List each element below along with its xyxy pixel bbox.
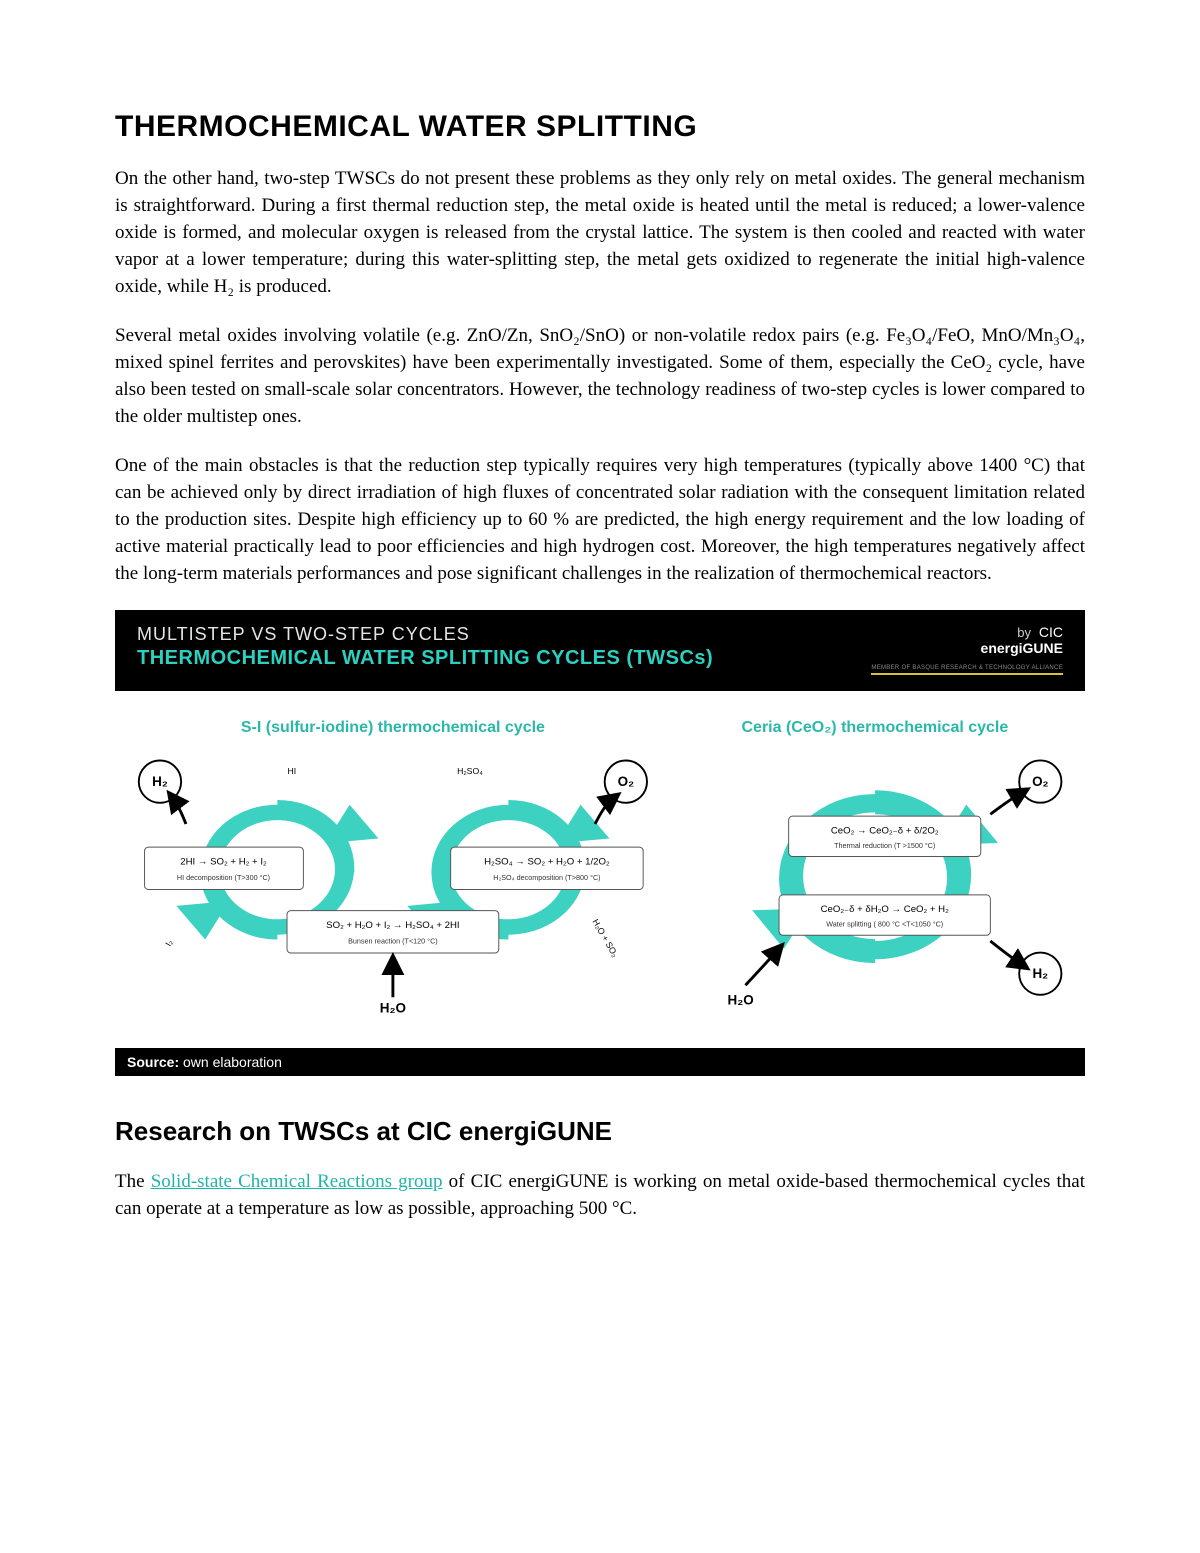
label-h2o-so2: H₂O + SO₂: [590, 917, 620, 958]
bunsen-cond: Bunsen reaction (T<120 °C): [348, 936, 438, 945]
label-i2: I₂: [163, 937, 175, 947]
h2so4-decomp-eq: H₂SO₄ → SO₂ + H₂O + 1/2O₂: [484, 856, 610, 867]
o2-output-label: O₂: [1032, 774, 1048, 789]
arrow-icon: [595, 799, 612, 824]
h2so4-decomp-cond: H₂SO₄ decomposition (T>800 °C): [493, 872, 600, 881]
h2-output-label: H₂: [1032, 966, 1048, 981]
thermal-red-eq: CeO₂ → CeO₂₋δ + δ/2O₂: [831, 825, 939, 836]
banner-line1: MULTISTEP VS TWO-STEP CYCLES: [137, 624, 713, 645]
paragraph-1: On the other hand, two-step TWSCs do not…: [115, 166, 1085, 301]
arrow-icon: [173, 799, 186, 824]
hi-decomposition-box: [145, 847, 304, 889]
brand-energigune: energiGUNE: [981, 640, 1063, 656]
brand-cic: CIC: [1039, 624, 1063, 640]
page-title: THERMOCHEMICAL WATER SPLITTING: [115, 110, 1085, 144]
hi-decomp-cond: HI decomposition (T>300 °C): [177, 872, 270, 881]
section-title-research: Research on TWSCs at CIC energiGUNE: [115, 1116, 1085, 1147]
thermal-red-cond: Thermal reduction (T >1500 °C): [834, 840, 935, 849]
paragraph-4: The Solid-state Chemical Reactions group…: [115, 1169, 1085, 1223]
source-text: own elaboration: [179, 1054, 282, 1070]
ceria-cycle-title: Ceria (CeO₂) thermochemical cycle: [683, 719, 1067, 737]
h2o-input-label: H₂O: [727, 992, 753, 1007]
ceria-cycle-diagram: Ceria (CeO₂) thermochemical cycle CeO₂ →…: [683, 719, 1067, 1017]
banner-line2: THERMOCHEMICAL WATER SPLITTING CYCLES (T…: [137, 647, 713, 670]
diagram-banner: MULTISTEP VS TWO-STEP CYCLES THERMOCHEMI…: [115, 610, 1085, 691]
water-split-eq: CeO₂₋δ + δH₂O → CeO₂ + H₂: [820, 904, 948, 915]
paragraph-2: Several metal oxides involving volatile …: [115, 323, 1085, 431]
bunsen-reaction-box: [287, 910, 499, 952]
arrow-icon: [990, 941, 1021, 964]
h2so4-decomposition-box: [451, 847, 644, 889]
label-hi: HI: [288, 766, 297, 776]
h2-output-label: H₂: [152, 774, 168, 789]
o2-output-label: O₂: [618, 774, 634, 789]
arrow-icon: [745, 950, 777, 985]
si-cycle-diagram: S-I (sulfur-iodine) thermochemical cycle…: [133, 719, 653, 1017]
cycles-diagram: S-I (sulfur-iodine) thermochemical cycle…: [115, 691, 1085, 1045]
label-h2so4: H₂SO₄: [457, 766, 483, 776]
brand-subtitle: MEMBER OF BASQUE RESEARCH & TECHNOLOGY A…: [871, 665, 1063, 675]
bunsen-eq: SO₂ + H₂O + I₂ → H₂SO₄ + 2HI: [326, 920, 459, 931]
banner-by: by: [1017, 625, 1031, 640]
paragraph-3: One of the main obstacles is that the re…: [115, 453, 1085, 588]
source-label: Source:: [127, 1054, 179, 1070]
water-split-cond: Water splitting ( 800 °C <T<1050 °C): [826, 919, 943, 928]
solid-state-group-link[interactable]: Solid-state Chemical Reactions group: [151, 1171, 443, 1192]
source-bar: Source: own elaboration: [115, 1048, 1085, 1076]
arrow-icon: [990, 793, 1021, 814]
para4-pre: The: [115, 1171, 151, 1192]
h2o-input-label: H₂O: [380, 1000, 406, 1015]
si-cycle-title: S-I (sulfur-iodine) thermochemical cycle: [133, 719, 653, 737]
hi-decomp-eq: 2HI → SO₂ + H₂ + I₂: [180, 856, 267, 867]
